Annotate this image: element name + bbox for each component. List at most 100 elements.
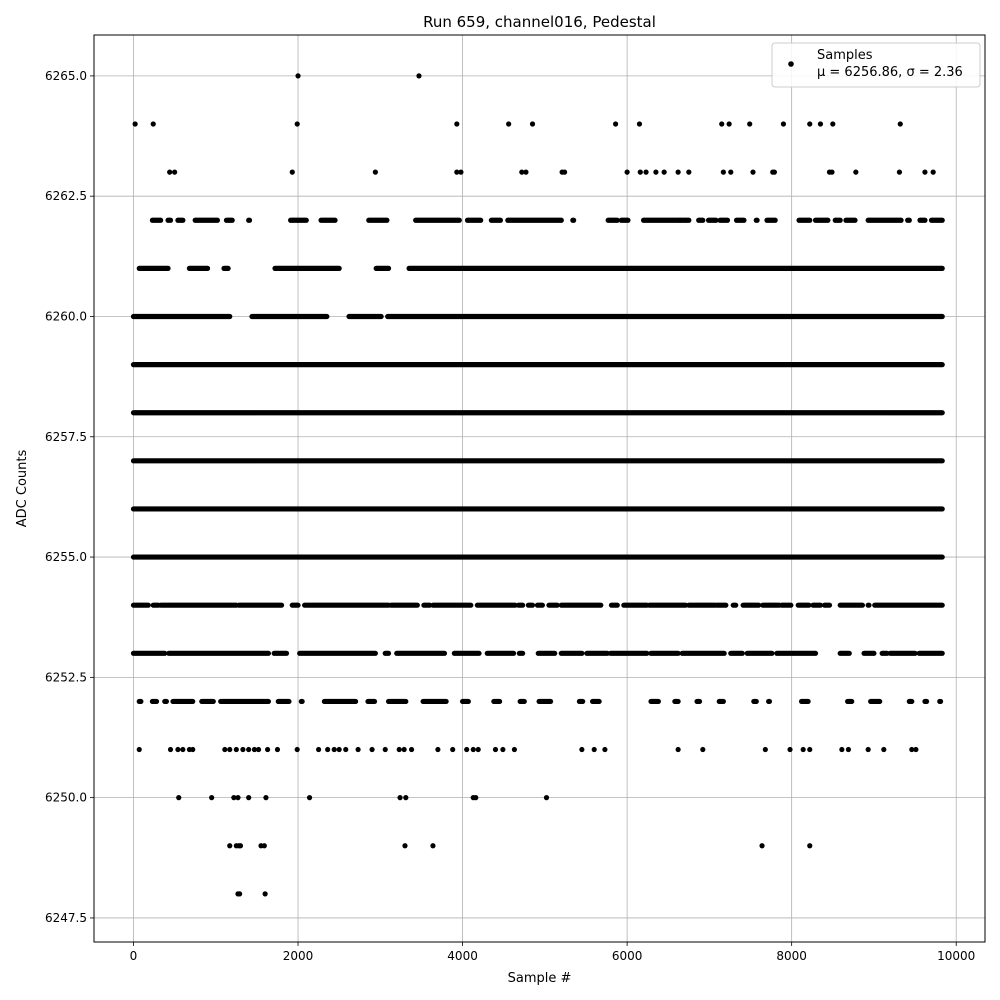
sample-point bbox=[397, 795, 403, 801]
sample-point bbox=[881, 746, 887, 753]
sample-point bbox=[579, 746, 585, 753]
sample-point bbox=[355, 746, 361, 753]
sample-point bbox=[255, 746, 262, 753]
sample-point bbox=[167, 746, 174, 753]
sample-point bbox=[454, 169, 460, 175]
plot-frame bbox=[93, 34, 986, 943]
x-tick-label: 4000 bbox=[447, 949, 478, 963]
sample-point bbox=[720, 169, 726, 175]
y-axis-label: ADC Counts bbox=[15, 450, 30, 528]
sample-point bbox=[430, 843, 436, 849]
sample-point bbox=[450, 746, 456, 753]
sample-point bbox=[602, 746, 608, 753]
sample-point bbox=[675, 169, 681, 175]
sample-point bbox=[470, 746, 476, 753]
sample-point bbox=[830, 121, 836, 127]
y-tick-label: 6257.5 bbox=[45, 430, 87, 444]
legend-frame bbox=[771, 42, 981, 88]
sample-point bbox=[401, 746, 407, 753]
sample-point bbox=[543, 795, 550, 801]
y-tick-label: 6252.5 bbox=[45, 670, 87, 684]
legend-label: Samples bbox=[817, 48, 873, 63]
sample-point bbox=[653, 169, 659, 175]
sample-point bbox=[726, 121, 732, 127]
sample-point bbox=[167, 169, 173, 175]
sample-point bbox=[675, 746, 681, 753]
sample-point bbox=[190, 746, 196, 753]
x-tick-label: 8000 bbox=[776, 949, 807, 963]
sample-point bbox=[519, 169, 525, 175]
sample-point bbox=[403, 795, 409, 801]
sample-point bbox=[264, 746, 271, 753]
sample-point bbox=[261, 843, 267, 849]
sample-point bbox=[762, 746, 768, 753]
sample-point bbox=[454, 121, 460, 127]
sample-point bbox=[829, 169, 835, 175]
sample-point bbox=[176, 795, 182, 801]
axis-ticks: 0 2000 4000 6000 8000 10000 6247.5 6250.0 6252.5… bbox=[45, 69, 975, 963]
sample-point bbox=[473, 795, 479, 801]
sample-point bbox=[435, 746, 441, 753]
sample-point bbox=[306, 795, 313, 801]
sample-point bbox=[853, 169, 859, 175]
sample-point bbox=[233, 746, 239, 753]
sample-point bbox=[475, 746, 481, 753]
sample-point bbox=[728, 169, 734, 175]
sample-point bbox=[227, 843, 233, 849]
sample-point bbox=[750, 169, 756, 175]
y-tick-label: 6260.0 bbox=[45, 309, 87, 323]
sample-point bbox=[506, 121, 512, 127]
sample-point bbox=[771, 169, 777, 175]
sample-point bbox=[458, 169, 464, 175]
sample-point bbox=[817, 121, 824, 127]
sample-point bbox=[150, 121, 156, 127]
sample-point bbox=[561, 169, 568, 175]
sample-point bbox=[464, 746, 470, 753]
sample-point bbox=[222, 746, 228, 753]
sample-point bbox=[661, 169, 667, 175]
y-tick-label: 6247.5 bbox=[45, 911, 87, 925]
sample-point bbox=[839, 746, 845, 753]
x-axis-label: Sample # bbox=[508, 971, 572, 986]
sample-point bbox=[180, 746, 186, 753]
sample-point bbox=[209, 795, 215, 801]
chart-title: Run 659, channel016, Pedestal bbox=[423, 13, 656, 31]
y-tick-label: 6265.0 bbox=[45, 69, 87, 83]
sample-point bbox=[637, 169, 643, 175]
sample-point bbox=[175, 746, 181, 753]
sample-point bbox=[807, 746, 813, 753]
sample-point bbox=[246, 746, 252, 753]
sample-point bbox=[325, 746, 331, 753]
sample-point bbox=[263, 795, 269, 801]
sample-point bbox=[636, 121, 643, 127]
sample-point bbox=[294, 121, 300, 127]
sample-point bbox=[511, 746, 518, 753]
sample-point bbox=[235, 795, 241, 801]
sample-point bbox=[591, 746, 597, 753]
sample-point bbox=[132, 121, 138, 127]
y-tick-label: 6255.0 bbox=[45, 550, 87, 564]
x-tick-label: 2000 bbox=[283, 949, 314, 963]
sample-point bbox=[700, 746, 706, 753]
sample-point bbox=[922, 169, 928, 175]
sample-point bbox=[807, 843, 813, 849]
sample-point bbox=[896, 169, 903, 175]
sample-point bbox=[613, 121, 619, 127]
sample-point bbox=[369, 746, 375, 753]
sample-point bbox=[787, 746, 793, 753]
sample-point bbox=[136, 746, 142, 753]
sample-point bbox=[316, 746, 322, 753]
sample-point bbox=[343, 746, 349, 753]
sample-point bbox=[897, 121, 903, 127]
legend-stats: μ = 6256.86, σ = 2.36 bbox=[817, 65, 963, 80]
sample-point bbox=[237, 891, 243, 897]
sample-point bbox=[780, 121, 787, 127]
sample-point bbox=[231, 795, 237, 801]
scatter-points bbox=[130, 73, 945, 897]
sample-point bbox=[759, 843, 765, 849]
sample-point bbox=[416, 73, 422, 79]
y-tick-label: 6262.5 bbox=[45, 189, 87, 203]
y-tick-label: 6250.0 bbox=[45, 791, 87, 805]
